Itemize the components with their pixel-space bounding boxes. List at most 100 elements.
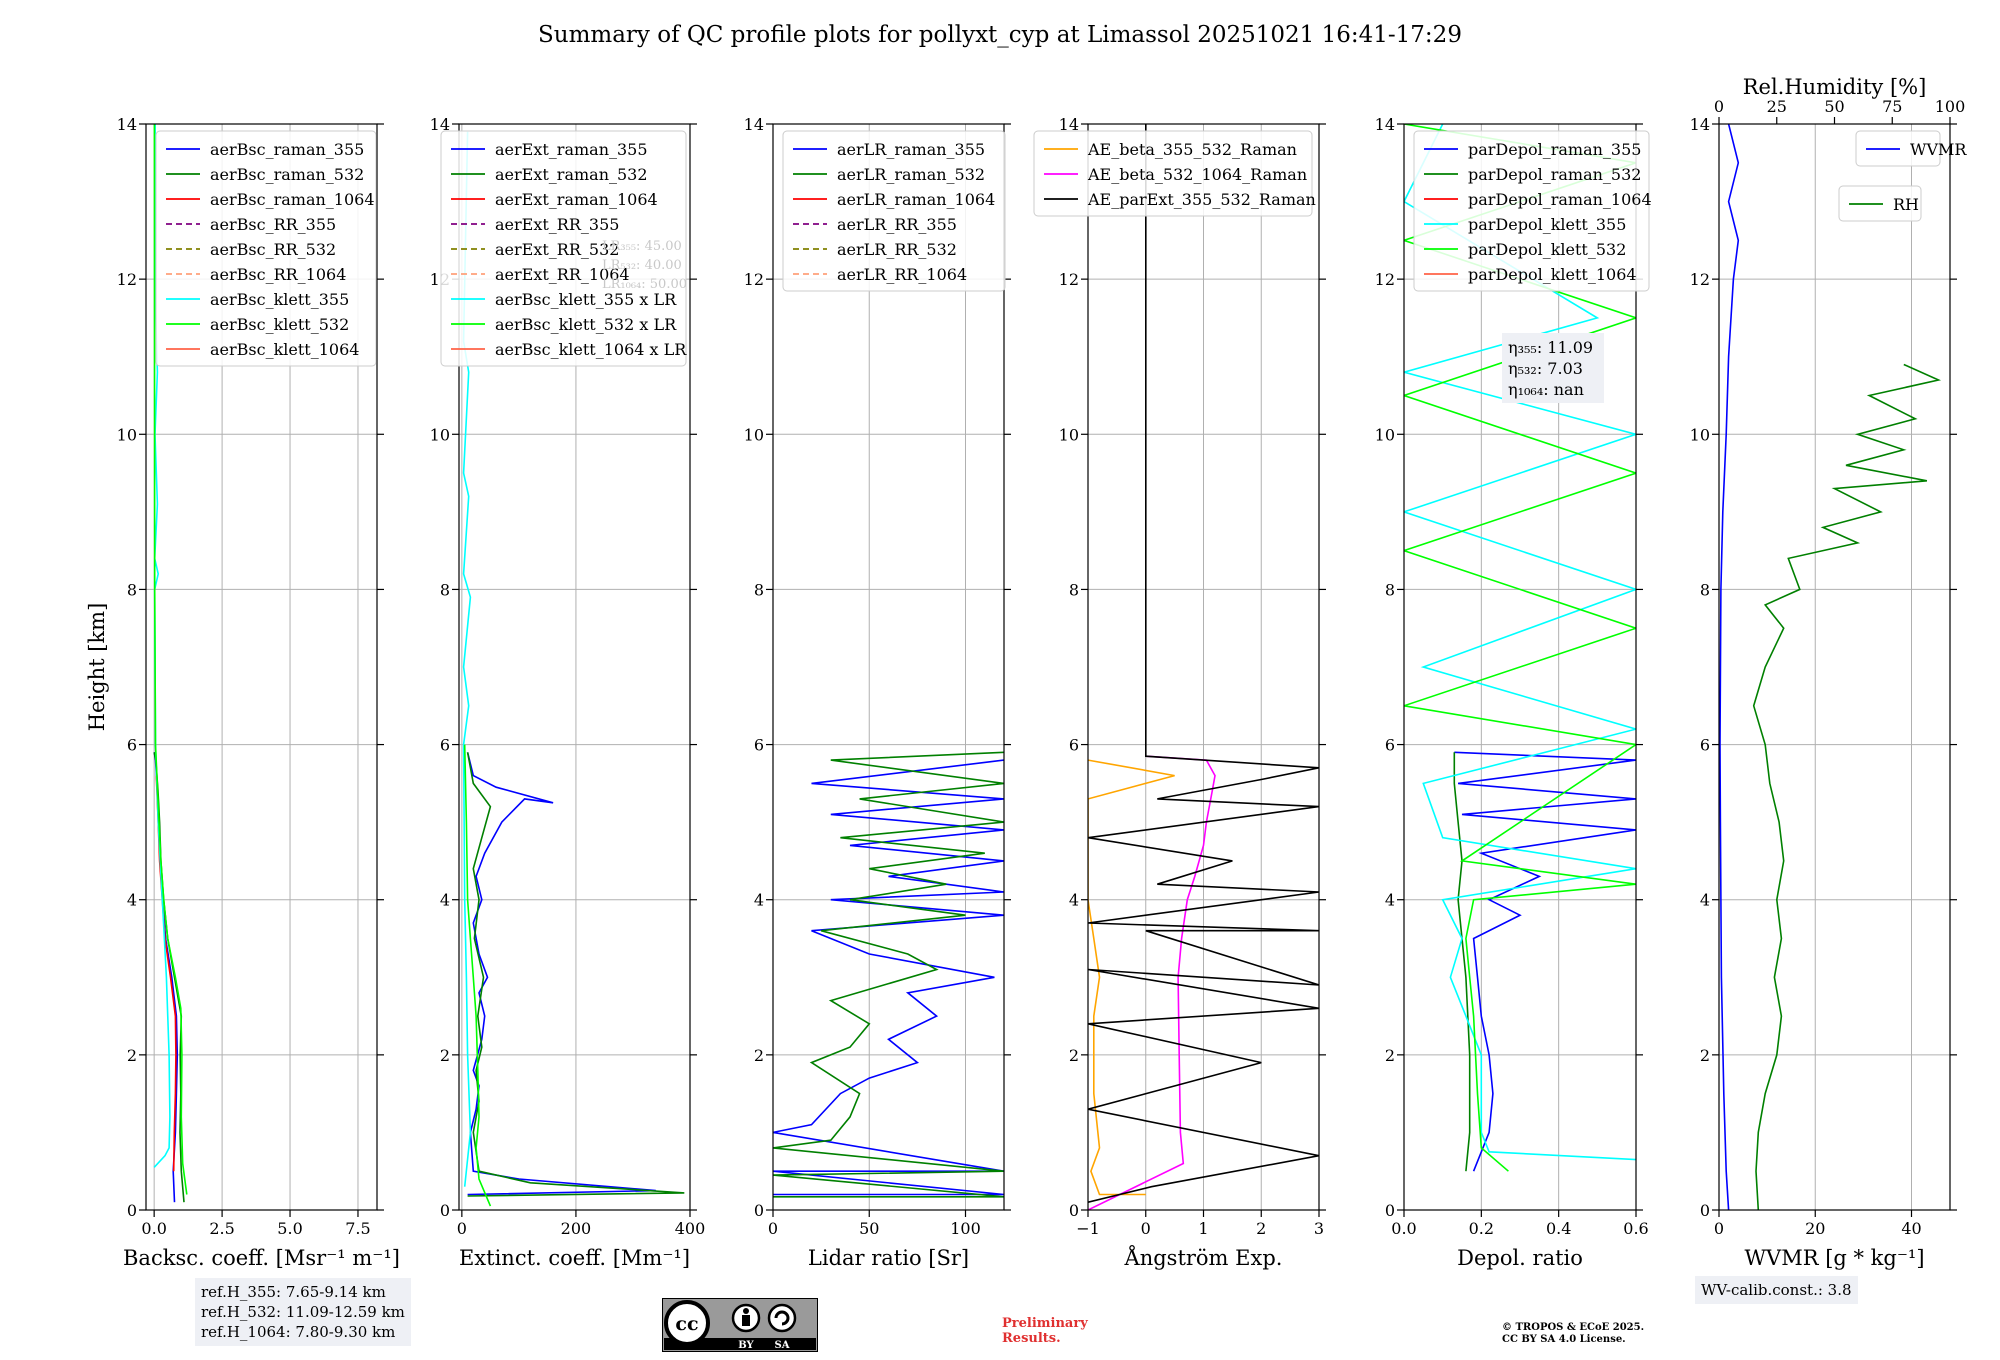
legend-label-aerExt_raman_532: aerExt_raman_532 <box>495 165 648 184</box>
legend-label-aerLR_raman_532: aerLR_raman_532 <box>837 165 985 184</box>
y-tick-label: 0 <box>1700 1201 1710 1220</box>
legend-label-aerBsc_klett_355: aerBsc_klett_355 <box>210 290 349 309</box>
y-tick-label: 14 <box>430 115 450 134</box>
series-parDepol_raman_532 <box>1453 752 1471 1172</box>
y-tick-label: 0 <box>127 1201 137 1220</box>
y-tick-label: 8 <box>754 580 764 599</box>
lidar-ratio-annotation: LR₅₃₂: 40.00 <box>602 258 682 273</box>
legend-label-parDepol_raman_532: parDepol_raman_532 <box>1468 165 1641 184</box>
y-tick-label: 2 <box>1069 1046 1079 1065</box>
x-tick-label: 0 <box>457 1219 467 1238</box>
y-tick-label: 4 <box>754 891 764 910</box>
top-x-tick-label: 75 <box>1882 97 1902 116</box>
series-parDepol_raman_355 <box>1454 751 1636 1172</box>
legend-label-aerBsc_klett_1064: aerBsc_klett_1064 <box>210 340 359 359</box>
figure-title: Summary of QC profile plots for pollyxt_… <box>538 22 1462 48</box>
legend-label-AE_beta_532_1064_Raman: AE_beta_532_1064_Raman <box>1087 165 1307 184</box>
y-tick-label: 14 <box>744 115 764 134</box>
x-tick-label: 2 <box>1256 1219 1266 1238</box>
wv-calibration-box: WV-calib.const.: 3.8 <box>1695 1276 1858 1304</box>
x-tick-label: 200 <box>561 1219 592 1238</box>
top-x-tick-label: 25 <box>1767 97 1787 116</box>
legend-label-parDepol_klett_532: parDepol_klett_532 <box>1468 240 1626 259</box>
legend-label-aerBsc_raman_1064: aerBsc_raman_1064 <box>210 190 375 209</box>
legend-label-aerExt_raman_355: aerExt_raman_355 <box>495 140 648 159</box>
legend: aerBsc_raman_355 aerBsc_raman_532 aerBsc_r… <box>155 130 377 367</box>
legend-label-parDepol_klett_355: parDepol_klett_355 <box>1468 215 1626 234</box>
x-tick-label: 400 <box>675 1219 706 1238</box>
y-tick-label: 8 <box>440 580 450 599</box>
license-by-label: BY <box>738 1340 754 1351</box>
panel-data <box>1088 124 1319 1210</box>
license-sa-label: SA <box>775 1340 790 1351</box>
x-tick-label: 50 <box>859 1219 879 1238</box>
x-axis-label: WVMR [g * kg⁻¹] <box>1744 1246 1924 1270</box>
y-tick-label: 10 <box>1690 425 1710 444</box>
panel-data <box>773 751 1004 1198</box>
x-tick-label: 2.5 <box>209 1219 234 1238</box>
legend-label-aerExt_raman_1064: aerExt_raman_1064 <box>495 190 658 209</box>
axes-frame <box>772 123 1005 1211</box>
y-tick-label: 8 <box>127 580 137 599</box>
legend-label-aerBsc_raman_532: aerBsc_raman_532 <box>210 165 364 184</box>
cc-sa-share-icon <box>767 1303 797 1333</box>
lidar-ratio-annotation: LR₁₀₆₄: 50.00 <box>602 277 687 292</box>
svg-text:cc: cc <box>675 1313 698 1335</box>
legend-label-aerBsc_klett_355 x LR: aerBsc_klett_355 x LR <box>495 290 677 309</box>
legend: aerLR_raman_355 aerLR_raman_532 aerLR_rama… <box>782 130 1006 292</box>
top-x-tick-label: 50 <box>1824 97 1844 116</box>
cc-logo-icon <box>664 1300 710 1346</box>
x-tick-label: 40 <box>1901 1219 1921 1238</box>
legend-label-aerLR_RR_355: aerLR_RR_355 <box>837 215 957 234</box>
legend-label-parDepol_raman_355: parDepol_raman_355 <box>1468 140 1641 159</box>
series-AE_beta_532_1064_Raman <box>1088 755 1216 1210</box>
x-tick-label: −1 <box>1076 1219 1100 1238</box>
legend-rh: RH <box>1838 185 1922 222</box>
eta-annotation: η₅₃₂: 7.03 <box>1508 359 1583 378</box>
eta-box <box>1502 333 1604 403</box>
y-tick-label: 0 <box>440 1201 450 1220</box>
x-tick-label: 0 <box>1141 1219 1151 1238</box>
x-tick-label: 0 <box>768 1219 778 1238</box>
series-WVMR <box>1719 124 1740 1210</box>
y-tick-label: 4 <box>1385 891 1395 910</box>
y-tick-label: 2 <box>1700 1046 1710 1065</box>
legend-label-aerBsc_RR_532: aerBsc_RR_532 <box>210 240 336 259</box>
series-aerLR_raman_355 <box>773 759 1004 1196</box>
series-parDepol_klett_532 <box>1404 124 1636 1172</box>
y-tick-label: 6 <box>127 736 137 755</box>
lidar-ratio-annotation: LR₃₅₅: 45.00 <box>602 239 682 254</box>
y-tick-label: 4 <box>1700 891 1710 910</box>
y-tick-label: 8 <box>1069 580 1079 599</box>
legend: WVMR <box>1855 130 1967 167</box>
legend-label-aerBsc_klett_532 x LR: aerBsc_klett_532 x LR <box>495 315 677 334</box>
axes-frame <box>1403 123 1637 1211</box>
x-tick-label: 0.0 <box>141 1219 166 1238</box>
series-RH <box>1752 363 1942 1210</box>
legend-label-aerExt_RR_532: aerExt_RR_532 <box>495 240 619 259</box>
y-tick-label: 2 <box>754 1046 764 1065</box>
y-tick-label: 0 <box>1069 1201 1079 1220</box>
x-axis-label: Lidar ratio [Sr] <box>808 1246 969 1270</box>
ref-height-532: ref.H_532: 11.09-12.59 km <box>201 1303 405 1321</box>
y-tick-label: 14 <box>1059 115 1079 134</box>
y-tick-label: 6 <box>754 736 764 755</box>
cc-by-sa-license-badge: cc BY SA <box>662 1298 818 1352</box>
legend-label-aerExt_RR_355: aerExt_RR_355 <box>495 215 619 234</box>
axes-frame <box>145 123 378 1211</box>
y-tick-label: 2 <box>440 1046 450 1065</box>
legend-frame <box>440 130 687 367</box>
y-tick-label: 8 <box>1385 580 1395 599</box>
y-tick-label: 6 <box>440 736 450 755</box>
x-tick-label: 20 <box>1805 1219 1825 1238</box>
ref-height-1064: ref.H_1064: 7.80-9.30 km <box>201 1323 396 1341</box>
series-aerLR_raman_532 <box>773 751 1004 1198</box>
legend-label-aerBsc_raman_355: aerBsc_raman_355 <box>210 140 364 159</box>
y-tick-label: 12 <box>1375 270 1395 289</box>
y-tick-label: 12 <box>744 270 764 289</box>
y-tick-label: 10 <box>117 425 137 444</box>
y-tick-label: 4 <box>127 891 137 910</box>
copyright-note: © TROPOS & ECoE 2025. CC BY SA 4.0 Licen… <box>1502 1322 1644 1346</box>
preliminary-line-1: Preliminary <box>1002 1316 1088 1331</box>
